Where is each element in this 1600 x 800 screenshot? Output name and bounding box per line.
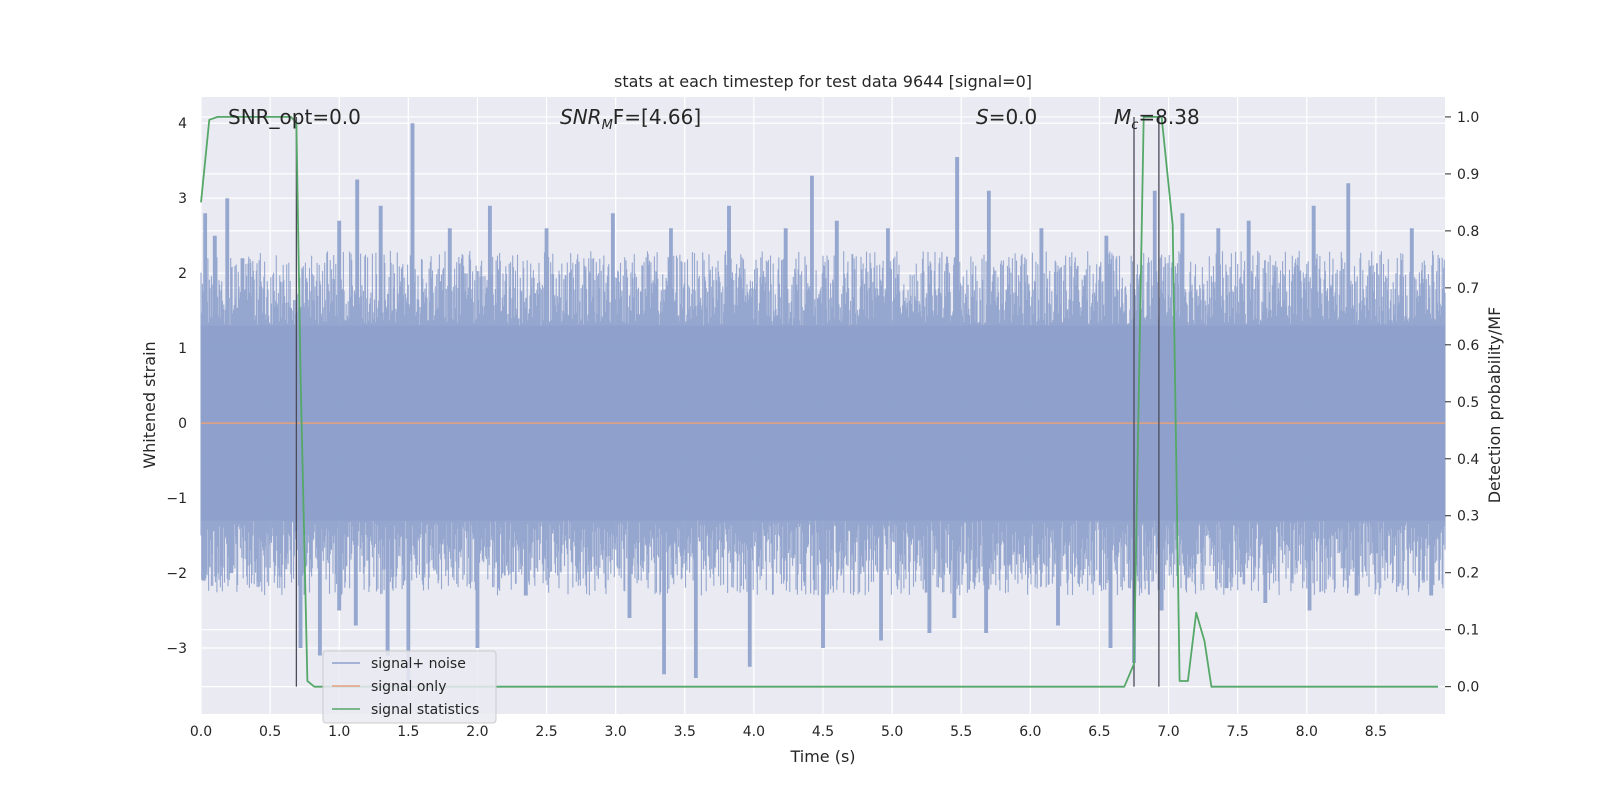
y-right-tick-label: 0.1 bbox=[1457, 623, 1479, 639]
annotation-s-rest: =0.0 bbox=[989, 105, 1038, 129]
annotation-snr-mf: SNRMF=[4.66] bbox=[560, 105, 701, 133]
annotation-mc: Mc=8.38 bbox=[1114, 105, 1200, 133]
y-tick-label: −3 bbox=[166, 641, 187, 657]
x-tick-label: 3.0 bbox=[605, 724, 627, 740]
y-tick-label: −1 bbox=[166, 491, 187, 507]
annotation-mc-main: M bbox=[1114, 105, 1131, 129]
y-tick-label: 2 bbox=[178, 266, 187, 282]
annotation-mc-rest: =8.38 bbox=[1138, 105, 1199, 129]
x-tick-label: 3.5 bbox=[674, 724, 696, 740]
x-tick-label: 2.0 bbox=[466, 724, 488, 740]
legend-label-signal-noise: signal+ noise bbox=[371, 656, 466, 672]
annotation-s-main: S bbox=[976, 105, 989, 129]
y-right-tick-label: 0.5 bbox=[1457, 395, 1479, 411]
x-tick-label: 4.5 bbox=[812, 724, 834, 740]
annotation-snr-mf-rest: F=[4.66] bbox=[613, 105, 701, 129]
y-right-tick-label: 0.3 bbox=[1457, 509, 1479, 525]
x-axis-label: Time (s) bbox=[789, 747, 855, 766]
x-tick-label: 6.0 bbox=[1019, 724, 1041, 740]
x-tick-label: 5.0 bbox=[881, 724, 903, 740]
signal-statistics-line bbox=[200, 116, 1439, 688]
x-tick-label: 8.0 bbox=[1296, 724, 1318, 740]
x-tick-label: 8.5 bbox=[1365, 724, 1387, 740]
chart-title: stats at each timestep for test data 964… bbox=[614, 72, 1032, 91]
x-tick-label: 0.5 bbox=[259, 724, 281, 740]
x-tick-label: 1.0 bbox=[328, 724, 350, 740]
x-tick-label: 2.5 bbox=[535, 724, 557, 740]
legend-label-signal-statistics: signal statistics bbox=[371, 702, 479, 718]
y-tick-label: −2 bbox=[166, 566, 187, 582]
x-tick-label: 5.5 bbox=[950, 724, 972, 740]
y-tick-label: 3 bbox=[178, 191, 187, 207]
y-tick-label: 1 bbox=[178, 341, 187, 357]
legend-label-signal-only: signal only bbox=[371, 679, 446, 695]
y-right-tick-label: 0.9 bbox=[1457, 167, 1479, 183]
x-tick-label: 6.5 bbox=[1088, 724, 1110, 740]
y-right-tick-label: 1.0 bbox=[1457, 110, 1479, 126]
annotation-mc-sub: c bbox=[1131, 118, 1138, 133]
y-right-tick-label: 0.4 bbox=[1457, 452, 1479, 468]
y-right-tick-label: 0.2 bbox=[1457, 566, 1479, 582]
legend-box bbox=[322, 650, 497, 724]
x-tick-label: 4.0 bbox=[743, 724, 765, 740]
x-tick-label: 7.5 bbox=[1227, 724, 1249, 740]
y-tick-label: 4 bbox=[178, 116, 187, 132]
vertical-markers bbox=[295, 116, 1160, 687]
y-axis-label-right: Detection probability/MF bbox=[1485, 307, 1504, 504]
annotation-snr-mf-sub: M bbox=[602, 118, 613, 133]
legend: signal+ noise signal only signal statist… bbox=[322, 650, 497, 724]
y-right-tick-label: 0.6 bbox=[1457, 338, 1479, 354]
y-right-tick-label: 0.8 bbox=[1457, 224, 1479, 240]
ticks: 0.0 0.5 1.0 1.5 2.0 2.5 3.0 3.5 4.0 4.5 5.0 5.5 6.0 6… bbox=[166, 110, 1479, 740]
y-tick-label: 0 bbox=[178, 416, 187, 432]
x-tick-label: 0.0 bbox=[190, 724, 212, 740]
series-signal-statistics bbox=[200, 116, 1439, 688]
annotation-s: S=0.0 bbox=[976, 105, 1037, 129]
y-right-tick-label: 0.7 bbox=[1457, 281, 1479, 297]
x-tick-label: 7.0 bbox=[1157, 724, 1179, 740]
y-axis-label: Whitened strain bbox=[140, 341, 159, 468]
y-right-tick-label: 0.0 bbox=[1457, 680, 1479, 696]
annotation-snr-opt: SNR_opt=0.0 bbox=[228, 105, 361, 129]
x-tick-label: 1.5 bbox=[397, 724, 419, 740]
annotation-snr-mf-main: SNR bbox=[560, 105, 602, 129]
